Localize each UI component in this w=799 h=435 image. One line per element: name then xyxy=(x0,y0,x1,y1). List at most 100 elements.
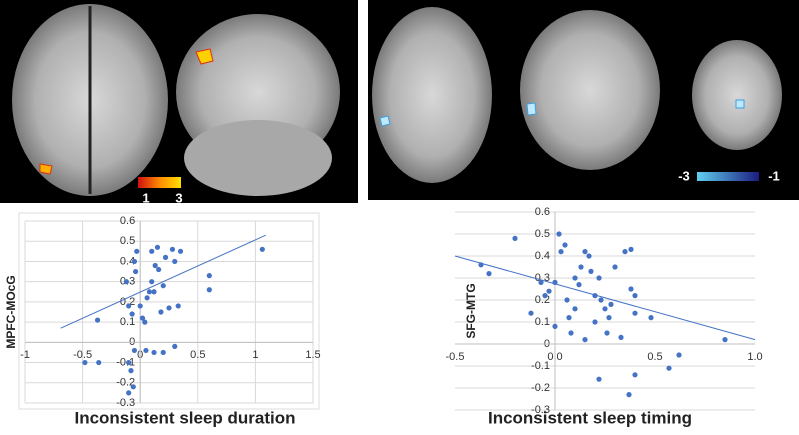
point xyxy=(542,293,548,299)
y-axis-label: SFG-MTG xyxy=(464,283,478,338)
point xyxy=(126,390,132,396)
point xyxy=(131,347,138,354)
point xyxy=(172,343,178,349)
point xyxy=(586,253,592,259)
point xyxy=(134,248,140,254)
point xyxy=(154,244,161,250)
point xyxy=(546,288,552,294)
point xyxy=(149,248,155,254)
point xyxy=(137,303,143,309)
y-tick-label: 0.2 xyxy=(535,294,550,306)
x-tick-label: 1 xyxy=(252,349,258,361)
point xyxy=(166,305,172,311)
x-tick-label: -1 xyxy=(20,349,30,361)
point xyxy=(82,359,88,366)
x-tick-label: 0.5 xyxy=(647,351,662,363)
point xyxy=(562,242,568,248)
point xyxy=(130,384,136,390)
point xyxy=(568,330,574,336)
colorbar-label: -1 xyxy=(768,168,780,183)
point xyxy=(538,279,544,285)
point xyxy=(628,286,634,292)
point xyxy=(160,283,166,289)
x-tick-label: 1.5 xyxy=(305,349,320,361)
y-tick-label: -0.2 xyxy=(116,377,135,389)
y-tick-label: 0.4 xyxy=(120,255,135,267)
point xyxy=(144,295,150,301)
point xyxy=(478,262,484,268)
point xyxy=(582,249,588,255)
point xyxy=(612,264,618,270)
point xyxy=(572,306,578,312)
trendline xyxy=(60,234,266,329)
point xyxy=(206,287,212,293)
colorbar-label: -3 xyxy=(678,168,690,183)
y-tick-label: 0.1 xyxy=(535,316,550,328)
point xyxy=(622,249,628,255)
x-tick-label: -0.5 xyxy=(73,349,92,361)
colorbar-labels: 1 3 -3 -1 xyxy=(142,168,779,205)
point xyxy=(676,352,682,358)
y-tick-label: 0.1 xyxy=(120,316,135,328)
point xyxy=(126,359,132,366)
point xyxy=(128,368,134,374)
x-axis-label: Inconsistent sleep timing xyxy=(488,408,692,427)
point xyxy=(156,266,162,273)
point xyxy=(632,293,638,299)
point xyxy=(598,297,604,303)
point xyxy=(648,315,654,321)
x-axis-label: Inconsistent sleep duration xyxy=(74,408,295,427)
point xyxy=(604,330,610,336)
point xyxy=(592,293,598,299)
y-tick-label: -0.3 xyxy=(116,397,135,409)
point xyxy=(628,246,634,252)
point xyxy=(126,303,132,309)
point xyxy=(632,372,638,378)
point xyxy=(175,303,181,309)
y-axis-label: MPFC-MOcG xyxy=(4,275,18,348)
y-tick-label: 0.5 xyxy=(120,235,135,247)
point xyxy=(151,289,157,295)
point xyxy=(96,359,102,366)
point xyxy=(618,334,624,340)
point xyxy=(169,246,176,252)
point xyxy=(132,268,139,275)
point xyxy=(566,315,572,321)
point xyxy=(94,317,101,323)
y-tick-label: -0.3 xyxy=(531,404,550,416)
point xyxy=(564,297,570,303)
y-tick-label: -0.2 xyxy=(531,382,550,394)
point xyxy=(206,273,212,279)
y-tick-label: 0.6 xyxy=(535,206,550,218)
point xyxy=(596,275,602,281)
point xyxy=(528,310,534,316)
point xyxy=(146,289,153,295)
y-tick-label: -0.1 xyxy=(116,356,135,368)
colorbar-label: 3 xyxy=(175,190,182,205)
point xyxy=(162,254,169,260)
point xyxy=(608,301,614,307)
point xyxy=(152,262,158,269)
point xyxy=(552,323,558,329)
plot-frame xyxy=(18,212,320,410)
point xyxy=(632,310,638,316)
point xyxy=(123,279,129,285)
point xyxy=(596,376,602,382)
point xyxy=(142,319,148,325)
point xyxy=(556,231,562,237)
point xyxy=(576,282,582,288)
point xyxy=(259,246,265,252)
point xyxy=(626,392,632,398)
point xyxy=(588,268,594,274)
point xyxy=(131,258,138,265)
brain-panel-right xyxy=(368,0,799,200)
x-tick-label: 1.0 xyxy=(747,351,762,363)
point xyxy=(486,271,492,277)
brain-panel-left xyxy=(0,0,358,203)
x-tick-label: -0.5 xyxy=(446,351,465,363)
y-tick-label: 0.6 xyxy=(120,215,135,227)
point xyxy=(172,258,178,265)
point xyxy=(602,306,608,312)
point xyxy=(722,337,728,343)
